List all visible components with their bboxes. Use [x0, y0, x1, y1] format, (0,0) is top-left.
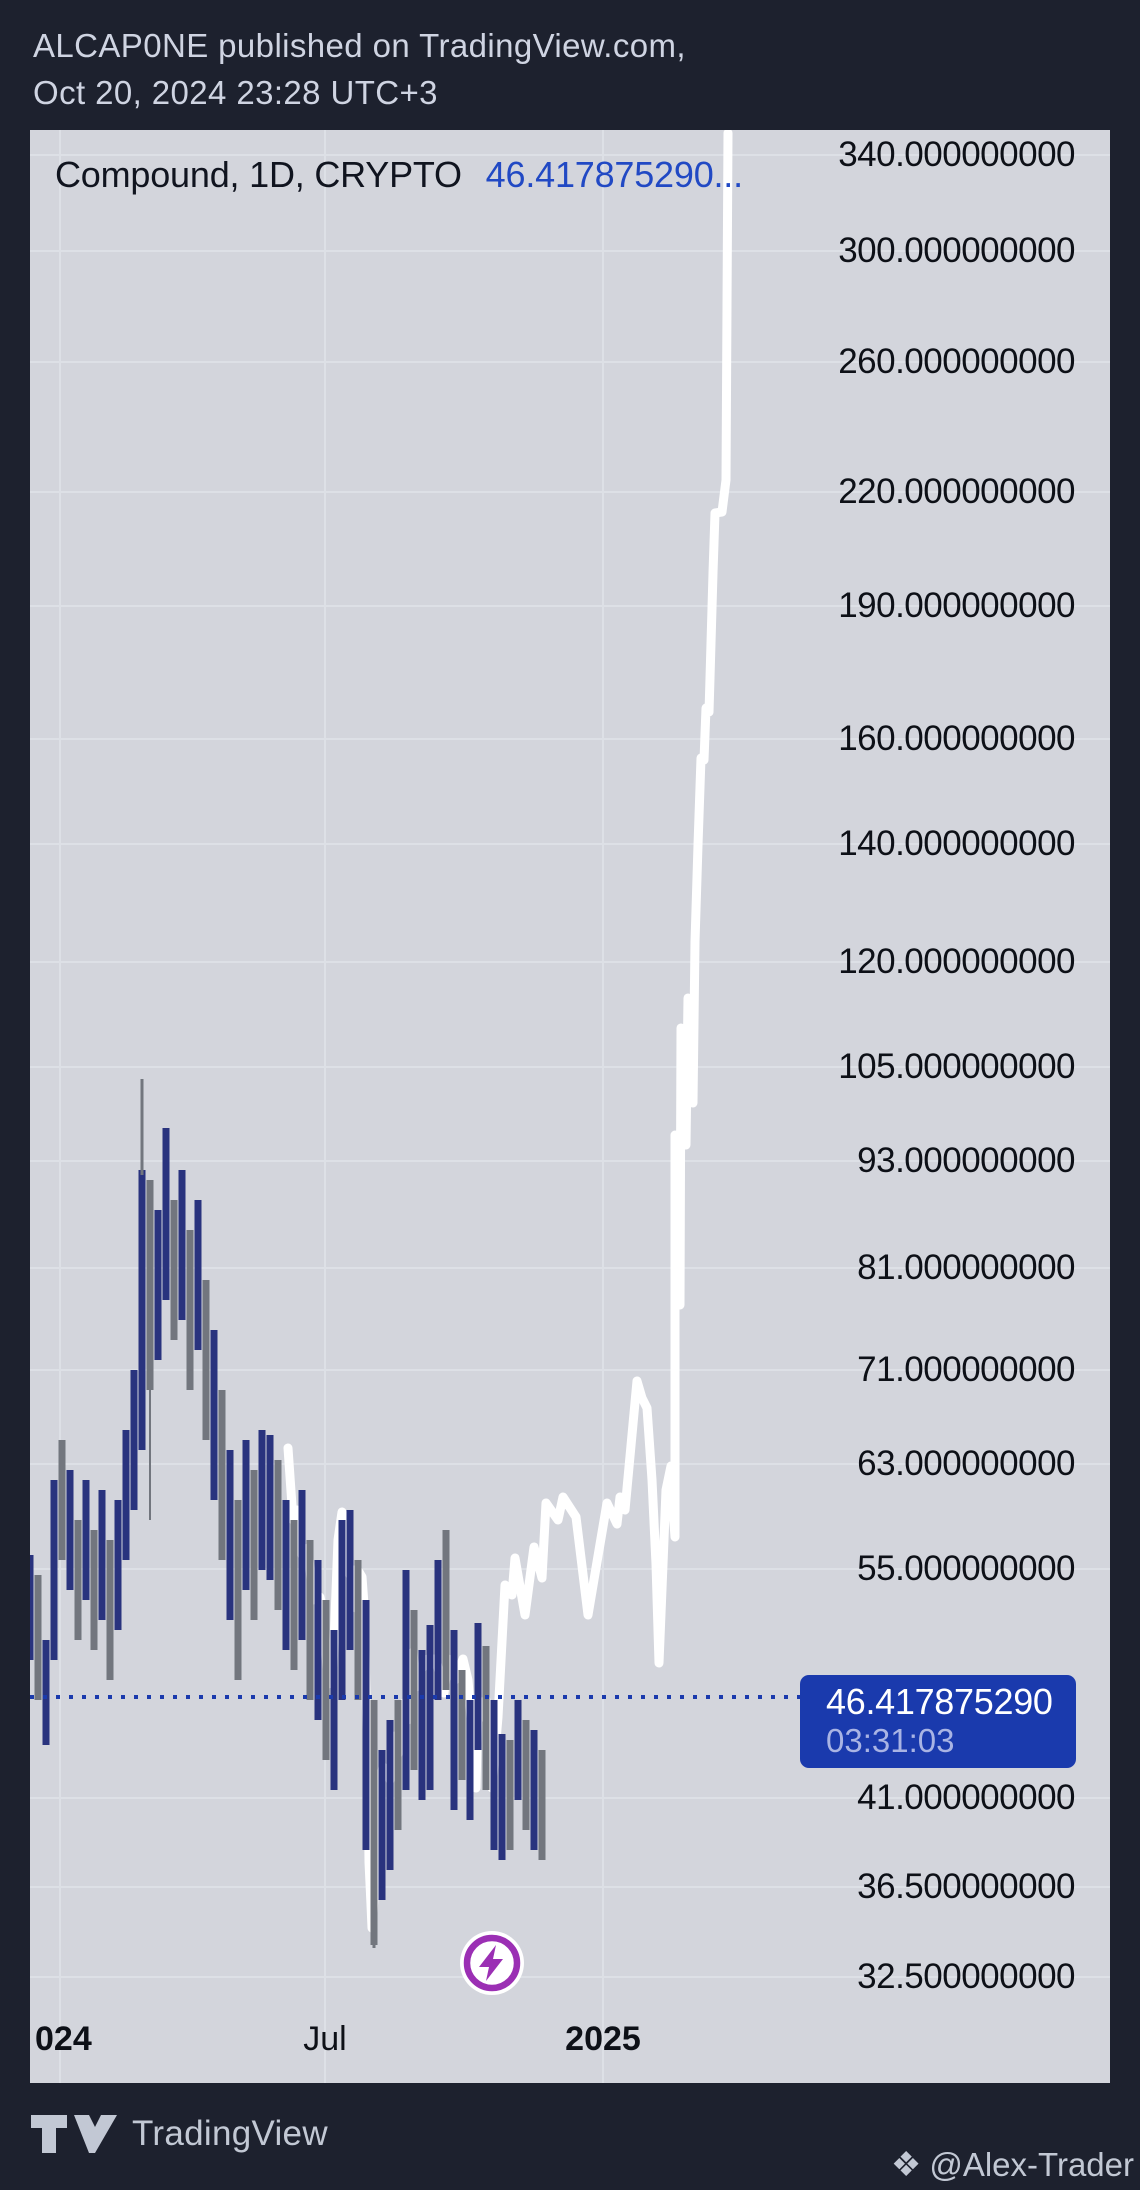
current-price-value: 46.417875290 — [826, 1681, 1053, 1722]
y-axis-price-label: 340.000000000 — [838, 135, 1075, 174]
x-axis-date-label: 2025 — [565, 2020, 641, 2058]
y-axis-price-label: 120.000000000 — [838, 942, 1075, 981]
idea-flash-badge[interactable] — [458, 1929, 526, 1997]
x-axis-date-label: 024 — [35, 2020, 92, 2058]
y-axis-price-label: 41.000000000 — [857, 1778, 1075, 1817]
tradingview-logo-icon — [31, 2115, 117, 2153]
y-axis-price-label: 300.000000000 — [838, 231, 1075, 270]
y-axis-price-label: 71.000000000 — [857, 1350, 1075, 1389]
legend-symbol-text: Compound, 1D, CRYPTO — [55, 154, 462, 195]
tradingview-brand-link[interactable]: TradingView — [30, 2114, 328, 2154]
y-axis-price-label: 140.000000000 — [838, 824, 1075, 863]
y-axis-price-label: 160.000000000 — [838, 719, 1075, 758]
x-axis-date-label: Jul — [303, 2020, 347, 2058]
lightning-icon — [479, 1945, 503, 1981]
header-attribution: ALCAP0NE published on TradingView.com, O… — [33, 22, 686, 116]
y-axis-price-label: 260.000000000 — [838, 342, 1075, 381]
symbol-legend[interactable]: Compound, 1D, CRYPTO 46.417875290... — [55, 154, 743, 196]
white-price-line — [283, 130, 733, 1933]
y-axis-price-label: 220.000000000 — [838, 472, 1075, 511]
current-price-label: 46.417875290 03:31:03 — [800, 1675, 1076, 1768]
chart-area[interactable]: Compound, 1D, CRYPTO 46.417875290... 46.… — [30, 130, 1110, 2083]
author-watermark: ❖ @Alex-Trader — [891, 2146, 1134, 2184]
legend-last-value: 46.417875290... — [485, 154, 743, 195]
y-axis-price-label: 55.000000000 — [857, 1549, 1075, 1588]
bar-countdown-timer: 03:31:03 — [826, 1722, 955, 1759]
author-handle-text: @Alex-Trader — [929, 2146, 1134, 2183]
header-publisher-line: ALCAP0NE published on TradingView.com, — [33, 27, 686, 64]
y-axis-price-label: 32.500000000 — [857, 1957, 1075, 1996]
header-timestamp-line: Oct 20, 2024 23:28 UTC+3 — [33, 74, 438, 111]
y-axis-price-label: 63.000000000 — [857, 1444, 1075, 1483]
binance-diamond-icon: ❖ — [890, 2146, 922, 2184]
price-chart-canvas[interactable] — [30, 130, 1110, 2083]
tradingview-brand-text: TradingView — [132, 2114, 328, 2153]
y-axis-price-label: 81.000000000 — [857, 1248, 1075, 1287]
y-axis-price-label: 190.000000000 — [838, 586, 1075, 625]
y-axis-price-label: 36.500000000 — [857, 1867, 1075, 1906]
y-axis-price-label: 93.000000000 — [857, 1141, 1075, 1180]
y-axis-price-label: 105.000000000 — [838, 1047, 1075, 1086]
